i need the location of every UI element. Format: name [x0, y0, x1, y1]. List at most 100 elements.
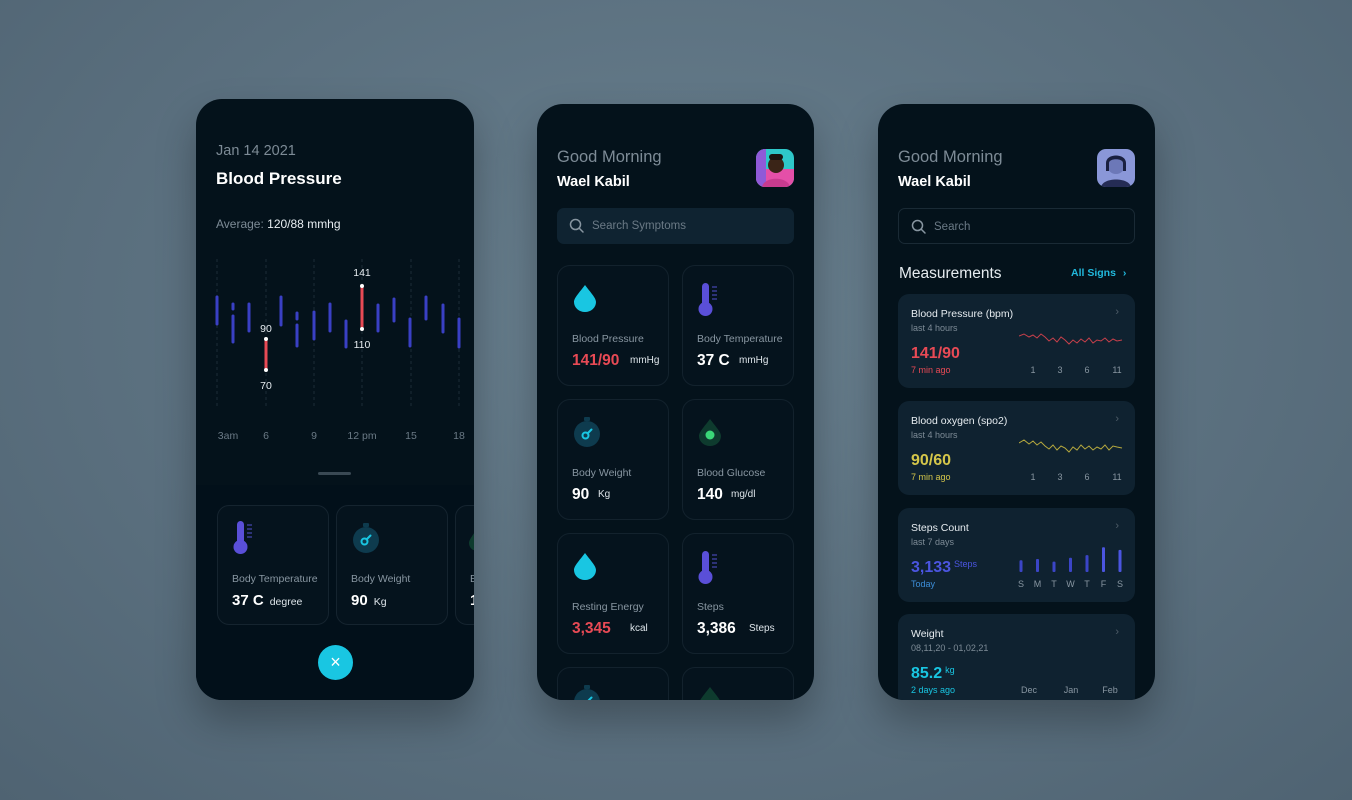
close-button[interactable]: × [318, 645, 353, 680]
avatar[interactable] [756, 149, 794, 187]
search-bar[interactable]: Search Symptoms [557, 208, 794, 244]
tile-unit: Kg [598, 489, 611, 500]
steps-bar [1085, 555, 1089, 572]
marker-dot [360, 284, 364, 288]
blood-pressure-tile[interactable]: Blood Pressure 141/90 mmHg [557, 265, 669, 386]
tile-label: Body Temperature [697, 333, 783, 345]
dashboard-screen: Good Morning Wael Kabil Search Symptoms … [537, 104, 814, 700]
glucose-drop-icon [700, 687, 720, 700]
marker-dot [360, 327, 364, 331]
average-label: Average: [216, 217, 264, 231]
card-value: 85.2 kg [911, 665, 955, 683]
steps-bar [1019, 560, 1023, 572]
avatar-image [1097, 149, 1135, 187]
x-tick-label: T [1084, 579, 1090, 589]
stopwatch-icon [574, 685, 600, 700]
x-tick-label: Jan [1063, 685, 1079, 695]
bp-sparkline [1019, 333, 1123, 345]
card-time: 2 days ago [911, 685, 956, 695]
x-tick-label: T [1051, 579, 1057, 589]
x-tick-label: Feb [1102, 685, 1118, 695]
chevron-right-icon: › [1115, 306, 1119, 318]
x-tick-label: W [1066, 579, 1075, 589]
tile-unit: kcal [630, 623, 648, 634]
body-temperature-card[interactable]: Body Temperature 37 C degree [217, 505, 329, 625]
card-title: Weight [911, 628, 944, 640]
steps-bar [1052, 561, 1056, 572]
weight-card[interactable]: Weight 08,11,20 - 01,02,21 85.2 kg 2 days… [898, 614, 1135, 700]
card-subtitle: last 7 days [911, 537, 955, 547]
blood-pressure-screen: Jan 14 2021 Blood Pressure Average: 120/… [196, 99, 474, 700]
x-tick-label: 12 pm [347, 430, 376, 442]
card-unit: Kg [373, 596, 387, 608]
x-tick-label: S [1116, 579, 1124, 589]
search-input[interactable]: Search [934, 221, 971, 233]
drop-icon [469, 533, 474, 550]
all-signs-link[interactable]: All Signs › [1071, 267, 1126, 279]
partial-tile[interactable] [682, 667, 794, 700]
steps-bar [1036, 559, 1039, 572]
close-icon: × [330, 652, 341, 672]
chevron-right-icon: › [1115, 413, 1119, 425]
resting-energy-tile[interactable]: Resting Energy 3,345 kcal [557, 533, 669, 654]
avatar[interactable] [1097, 149, 1135, 187]
x-tick-label: 18 [453, 430, 465, 442]
all-signs-label: All Signs [1071, 267, 1116, 279]
card-value-number: 85.2 [911, 665, 943, 682]
x-tick-label: 6 [1084, 365, 1090, 375]
search-icon [911, 219, 926, 234]
search-icon [569, 218, 584, 233]
date-label: Jan 14 2021 [216, 143, 296, 159]
thermometer-icon [698, 551, 717, 584]
card-value: 3,133 Steps [911, 559, 977, 577]
x-tick-label: 1 [1030, 365, 1036, 375]
bp-bars [215, 295, 461, 349]
card-value: 141/90 [911, 345, 960, 362]
blood-glucose-tile[interactable]: Blood Glucose 140 mg/dl [682, 399, 794, 520]
x-tick-label: Dec [1020, 685, 1038, 695]
card-value-number: 90 [351, 592, 368, 609]
tile-label: Body Weight [572, 467, 632, 479]
steps-count-card[interactable]: Steps Count last 7 days 3,133 Steps Today… [898, 508, 1135, 602]
x-tick-label: 3am [218, 430, 239, 442]
body-weight-card[interactable]: Body Weight 90 Kg [336, 505, 448, 625]
search-input[interactable]: Search Symptoms [592, 220, 686, 232]
tile-value: 90 [572, 486, 590, 503]
greeting: Good Morning [557, 148, 662, 166]
marker-dot [264, 368, 268, 372]
highlight-bar-mid [360, 284, 364, 331]
tile-unit: mmHg [739, 355, 769, 366]
x-tick-label: S [1017, 579, 1025, 589]
blood-pressure-card[interactable]: Blood Pressure (bpm) last 4 hours 141/90… [898, 294, 1135, 388]
steps-bar-chart [1019, 547, 1122, 572]
blood-pressure-chart[interactable]: 90 70 141 110 3am 6 9 12 pm 15 18 [196, 249, 474, 454]
tile-label: Blood Pressure [572, 333, 644, 345]
marker-dot [264, 337, 268, 341]
stopwatch-icon [353, 523, 379, 553]
card-time: 7 min ago [911, 472, 951, 482]
card-label: B [470, 573, 474, 585]
steps-tile[interactable]: Steps 3,386 Steps [682, 533, 794, 654]
x-tick-label: 9 [311, 430, 317, 442]
card-subtitle: last 4 hours [911, 430, 958, 440]
x-tick-label: 1 [1030, 472, 1036, 482]
card-title: Steps Count [911, 522, 969, 534]
x-tick-label: M [1033, 579, 1042, 589]
tile-value: 37 C [697, 352, 730, 369]
partial-tile[interactable] [557, 667, 669, 700]
card-unit: Steps [954, 559, 978, 569]
body-weight-tile[interactable]: Body Weight 90 Kg [557, 399, 669, 520]
x-tick-label: 11 [1112, 365, 1122, 375]
bp-high-label: 90 [260, 323, 272, 335]
tile-label: Steps [697, 601, 724, 613]
partial-card[interactable]: B 1 [455, 505, 474, 625]
body-temperature-tile[interactable]: Body Temperature 37 C mmHg [682, 265, 794, 386]
tile-value: 3,345 [572, 620, 611, 637]
search-bar[interactable]: Search [898, 208, 1135, 244]
drag-handle[interactable] [318, 472, 351, 475]
blood-oxygen-card[interactable]: Blood oxygen (spo2) last 4 hours 90/60 7… [898, 401, 1135, 495]
bp-low-label: 110 [354, 339, 371, 351]
avatar-image [756, 149, 794, 187]
thermometer-icon [698, 283, 717, 316]
card-value-number: 37 C [232, 592, 264, 609]
